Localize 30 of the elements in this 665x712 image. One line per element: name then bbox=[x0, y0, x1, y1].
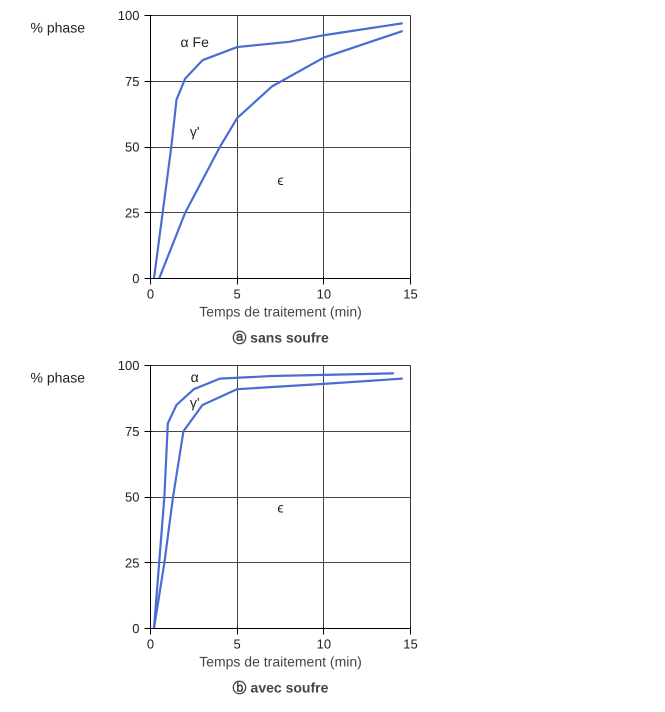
text: ⓐ sans soufre bbox=[232, 330, 329, 346]
y-tick-label: 75 bbox=[125, 424, 140, 439]
x-tick-label: 0 bbox=[146, 286, 154, 302]
y-tick-label: 50 bbox=[125, 490, 140, 504]
y-tick-label: 25 bbox=[125, 205, 140, 220]
x-axis-title: Temps de traitement (min) bbox=[199, 304, 362, 320]
annotation: γ' bbox=[190, 394, 200, 410]
y-tick-label: 50 bbox=[125, 140, 140, 154]
x-tick-label: 15 bbox=[403, 636, 418, 652]
y-tick-label: 0 bbox=[132, 271, 140, 286]
x-tick-label: 10 bbox=[316, 286, 332, 302]
y-tick-label: 25 bbox=[125, 555, 140, 570]
x-tick-label: 5 bbox=[234, 636, 241, 652]
x-tick-label: 5 bbox=[234, 286, 241, 302]
annotation: ϵ bbox=[277, 172, 284, 188]
annotation: ϵ bbox=[277, 500, 284, 516]
y-axis-title: % phase bbox=[30, 20, 86, 36]
x-tick-label: 0 bbox=[146, 636, 154, 652]
annotation: γ' bbox=[190, 124, 200, 140]
y-tick-label: 0 bbox=[132, 621, 140, 636]
y-tick-label: 100 bbox=[118, 8, 140, 23]
annotation: α bbox=[190, 369, 199, 386]
x-tick-label: 15 bbox=[403, 286, 418, 302]
y-axis-title: % phase bbox=[30, 370, 86, 386]
text: ⓑ avec soufre bbox=[232, 680, 329, 696]
x-axis-title: Temps de traitement (min) bbox=[199, 654, 362, 670]
annotation: α Fe bbox=[180, 34, 210, 50]
x-tick-label: 10 bbox=[316, 636, 332, 652]
y-tick-label: 100 bbox=[118, 358, 140, 373]
y-tick-label: 75 bbox=[125, 74, 140, 89]
